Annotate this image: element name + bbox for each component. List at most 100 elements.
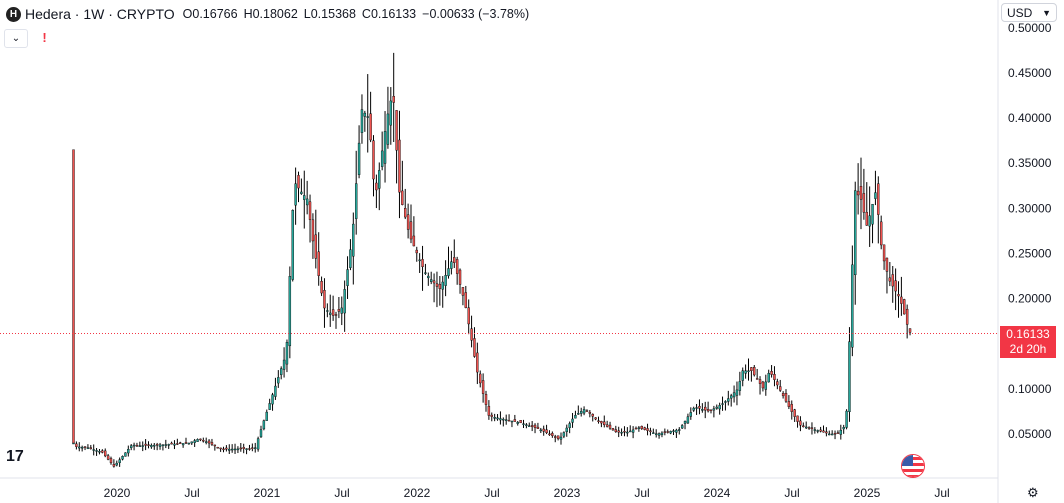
- candle-body: [409, 221, 413, 240]
- candle-body: [882, 244, 886, 262]
- tradingview-logo-icon[interactable]: 17: [6, 448, 24, 465]
- candle-body: [453, 257, 456, 263]
- candle-body: [317, 251, 320, 276]
- candle-body: [666, 431, 669, 433]
- candle-body: [554, 436, 557, 438]
- candle-body: [473, 338, 476, 357]
- candle-body: [813, 429, 817, 431]
- candle-body: [418, 259, 421, 262]
- candle-body: [372, 140, 375, 180]
- candle-body: [865, 211, 868, 226]
- candle-body: [654, 433, 658, 435]
- candle-body: [773, 374, 776, 380]
- price-tick-label: 0.05000: [1008, 427, 1052, 441]
- candle-body: [274, 385, 277, 397]
- candle-body: [109, 458, 113, 464]
- candle-body: [750, 367, 753, 372]
- candle-body: [150, 445, 153, 448]
- candle-body: [444, 275, 447, 286]
- candle-body: [877, 183, 880, 215]
- candle-body: [637, 427, 641, 429]
- candle-body: [825, 431, 828, 434]
- candle-body: [839, 429, 843, 435]
- candle-body: [758, 379, 762, 384]
- candle-body: [784, 393, 788, 402]
- candle-body: [470, 328, 473, 341]
- candle-body: [424, 272, 427, 274]
- settings-gear-icon[interactable]: ⚙: [1027, 485, 1039, 500]
- candle-body: [285, 341, 289, 365]
- candle-body: [427, 275, 430, 279]
- currency-selector[interactable]: USD ▼: [1001, 3, 1057, 22]
- candle-body: [271, 394, 274, 405]
- candle-body: [897, 294, 900, 297]
- price-axis[interactable]: 0.050000.100000.150000.200000.250000.300…: [1008, 21, 1052, 441]
- candle-body: [738, 381, 742, 391]
- candle-body: [562, 432, 566, 437]
- candle-body: [415, 249, 418, 254]
- candle-body: [525, 424, 528, 426]
- candle-body: [101, 450, 104, 453]
- candle-body: [513, 419, 517, 422]
- candle-body: [334, 314, 338, 316]
- candle-body: [254, 447, 257, 449]
- candle-body: [747, 370, 750, 372]
- candle-body: [326, 310, 329, 312]
- candle-body: [75, 443, 78, 447]
- time-tick-label: Jul: [184, 486, 199, 500]
- close-number: 0.16133: [370, 7, 417, 21]
- candle-body: [577, 413, 580, 415]
- candle-body: [461, 287, 465, 296]
- candle-body: [842, 427, 845, 430]
- candle-body: [239, 447, 243, 450]
- candle-body: [845, 410, 848, 428]
- candle-body: [435, 283, 439, 287]
- candle-body: [404, 208, 407, 218]
- candle-body: [487, 405, 491, 416]
- candle-body: [522, 423, 525, 425]
- bar-countdown: 2d 20h: [1009, 342, 1047, 356]
- symbol-title[interactable]: Hedera · 1W · CRYPTO: [25, 6, 175, 22]
- candle-body: [614, 429, 618, 432]
- candle-body: [709, 409, 713, 411]
- candle-body: [692, 407, 695, 411]
- candle-body: [262, 420, 266, 430]
- candle-body: [732, 392, 736, 398]
- candle-body: [551, 433, 554, 436]
- candle-body: [104, 450, 107, 457]
- candle-body: [161, 444, 165, 446]
- chevron-down-icon: ⌄: [11, 33, 21, 44]
- candle-body: [375, 182, 378, 191]
- data-problem-alert-button[interactable]: !: [36, 29, 53, 46]
- candle-body: [634, 427, 638, 430]
- candle-body: [144, 443, 147, 446]
- candle-body: [833, 433, 837, 435]
- candle-body: [781, 393, 785, 397]
- candle-body: [277, 377, 280, 384]
- open-label: O: [182, 7, 193, 21]
- candle-body: [78, 446, 81, 449]
- us-flag-icon[interactable]: [901, 454, 925, 478]
- candle-body: [851, 264, 854, 348]
- time-axis[interactable]: 2020 Jul 2021 Jul 2022 Jul 2023 Jul 2024 Jul 2025 J…: [104, 486, 950, 500]
- candle-body: [467, 307, 470, 325]
- candle-body: [620, 431, 623, 434]
- low-label: L: [303, 7, 311, 21]
- candle-body: [366, 116, 369, 118]
- candle-body: [493, 417, 496, 419]
- candle-body: [779, 386, 782, 391]
- time-tick-label: 2022: [404, 486, 431, 500]
- candle-body: [807, 427, 811, 429]
- time-tick-label: 2020: [104, 486, 131, 500]
- candle-body: [447, 268, 450, 277]
- candle-body: [741, 370, 744, 381]
- candle-body: [213, 444, 217, 447]
- collapse-legend-button[interactable]: ⌄: [4, 29, 28, 48]
- candle-body: [585, 410, 589, 412]
- candle-body: [98, 451, 101, 453]
- candle-body: [603, 421, 606, 426]
- candle-body: [481, 380, 485, 394]
- candle-body: [539, 429, 543, 432]
- candle-body: [184, 442, 188, 444]
